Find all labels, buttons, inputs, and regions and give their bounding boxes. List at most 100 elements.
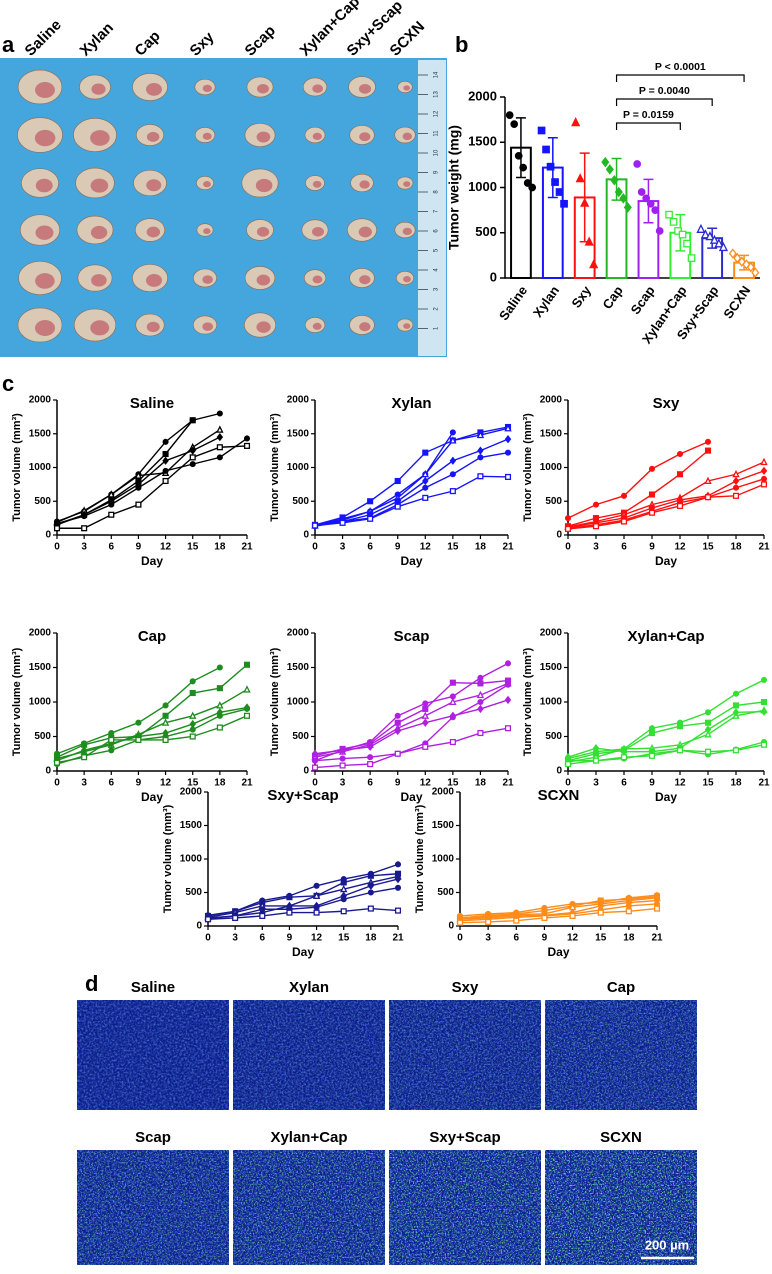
- data-point: [311, 749, 319, 758]
- series-line: [567, 701, 765, 762]
- data-point: [189, 733, 196, 740]
- data-point: [648, 752, 656, 759]
- group-label: Saline: [22, 16, 65, 59]
- data-point: [704, 438, 712, 445]
- data-point: [528, 183, 537, 192]
- data-point: [311, 522, 319, 529]
- y-tick-label: 500: [185, 887, 202, 898]
- y-tick-label: 0: [556, 530, 562, 541]
- tumor-vessel: [403, 323, 411, 329]
- data-point: [286, 909, 293, 916]
- data-point: [422, 476, 429, 486]
- x-tick-label: 12: [567, 933, 579, 944]
- tumor-vessel: [146, 226, 161, 238]
- data-point: [313, 904, 320, 911]
- y-tick-label: 2000: [540, 395, 563, 406]
- data-point: [243, 435, 251, 442]
- y-tick-label: 2000: [468, 88, 497, 103]
- scale-bar-label: 200 µm: [645, 1237, 689, 1252]
- data-point: [449, 429, 456, 436]
- data-point: [504, 725, 512, 732]
- data-point: [367, 889, 374, 896]
- panel-letter: b: [455, 32, 468, 57]
- data-point: [623, 202, 632, 213]
- y-tick-label: 500: [34, 731, 51, 742]
- data-point: [422, 494, 429, 501]
- data-point: [614, 186, 623, 198]
- data-point: [620, 518, 628, 525]
- p-value: P < 0.0001: [655, 61, 706, 73]
- series-line: [314, 427, 509, 527]
- data-point: [313, 909, 320, 916]
- tumor-vessel: [34, 129, 56, 147]
- y-tick-label: 500: [292, 731, 309, 742]
- data-point: [189, 454, 196, 461]
- tumor-vessel: [312, 227, 324, 237]
- data-point: [216, 425, 224, 433]
- data-point: [601, 156, 610, 168]
- data-point: [620, 492, 628, 499]
- y-tick-label: 500: [475, 224, 497, 239]
- x-tick-label: 9: [136, 778, 142, 789]
- data-point: [107, 490, 115, 498]
- data-point: [678, 230, 687, 239]
- y-tick-label: 2000: [432, 787, 455, 798]
- chart-title: Scap: [394, 628, 430, 645]
- chart-title: Cap: [138, 628, 166, 645]
- data-point: [477, 473, 484, 480]
- series-line: [56, 437, 248, 525]
- y-tick-label: 1000: [29, 462, 52, 473]
- y-tick-label: 1000: [540, 462, 563, 473]
- x-tick-label: 6: [367, 542, 373, 553]
- y-tick-label: 2000: [180, 787, 203, 798]
- data-point: [589, 259, 599, 269]
- data-point: [243, 712, 251, 719]
- data-point: [189, 689, 196, 697]
- ruler-label: 6: [434, 229, 440, 233]
- y-tick-label: 0: [303, 530, 309, 541]
- data-point: [605, 164, 614, 175]
- data-point: [449, 714, 456, 721]
- data-point: [514, 151, 523, 160]
- data-point: [394, 503, 401, 510]
- series-line: [567, 470, 765, 529]
- micrograph-signal: [233, 1150, 385, 1265]
- data-point: [504, 424, 512, 432]
- series-line: [207, 873, 399, 917]
- data-point: [732, 469, 740, 478]
- data-point: [551, 178, 559, 186]
- micrograph-label: Cap: [607, 979, 635, 996]
- data-point: [449, 488, 456, 495]
- y-tick-label: 1500: [468, 134, 497, 149]
- data-point: [339, 762, 346, 769]
- micrograph-signal: [389, 1000, 541, 1110]
- data-point: [204, 916, 212, 923]
- data-point: [367, 905, 374, 912]
- x-tick-label: 0: [54, 542, 60, 553]
- x-tick-label: 3: [593, 778, 599, 789]
- data-point: [504, 434, 512, 444]
- group-label: SCXN: [387, 18, 428, 59]
- data-point: [637, 188, 646, 196]
- data-point: [135, 719, 142, 726]
- data-point: [449, 456, 457, 465]
- tumor-vessel: [312, 132, 322, 141]
- data-point: [504, 660, 512, 667]
- data-point: [216, 712, 223, 719]
- series-line: [567, 450, 709, 527]
- data-point: [732, 690, 740, 697]
- series-line: [459, 899, 658, 920]
- micrograph-label: Scap: [135, 1129, 171, 1146]
- data-point: [243, 705, 251, 712]
- data-point: [523, 179, 532, 187]
- data-point: [367, 872, 374, 879]
- data-point: [619, 193, 628, 204]
- x-tick-label: 6: [260, 933, 266, 944]
- micrograph-label: Xylan: [289, 979, 329, 996]
- x-tick-label: Xylan: [530, 283, 562, 320]
- data-point: [732, 708, 740, 717]
- series-line: [56, 706, 248, 762]
- y-axis-label: Tumor volume (mm³): [522, 647, 534, 756]
- tumor-vessel: [146, 321, 160, 333]
- data-point: [541, 914, 548, 922]
